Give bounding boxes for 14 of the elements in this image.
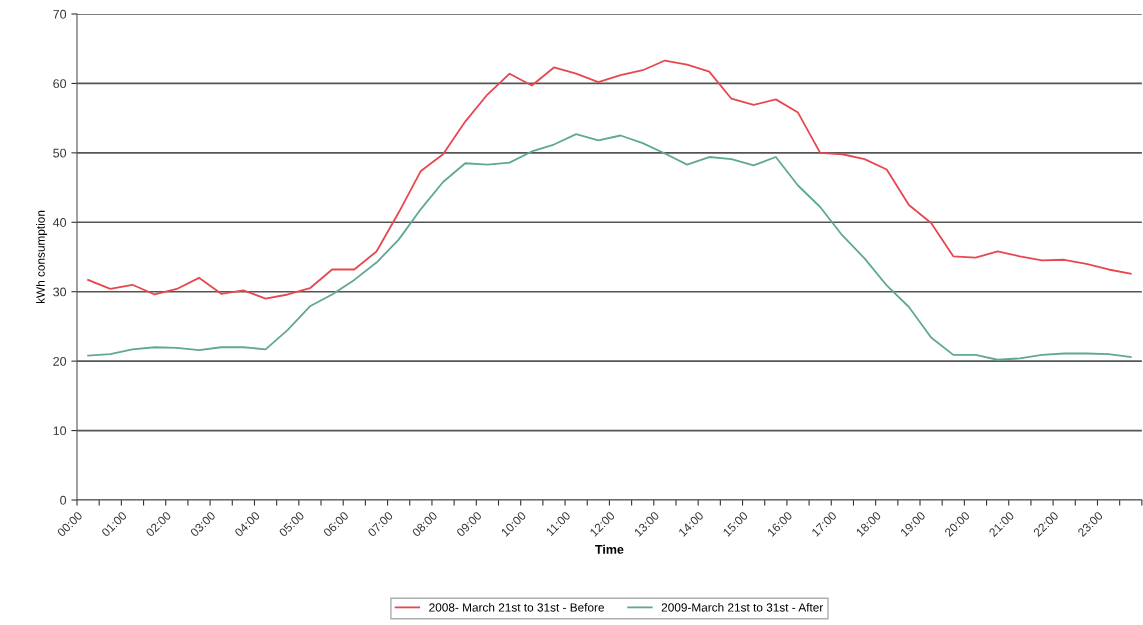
y-tick-label: 20 [53,356,67,366]
legend-label: 2009-March 21st to 31st - After [661,602,824,612]
y-tick-label: 10 [53,426,67,436]
line-series [87,59,1132,300]
y-axis-title: kWh consumption [36,210,48,304]
line-series [87,133,1132,361]
y-tick-label: 30 [53,287,67,297]
y-tick-label: 70 [53,9,67,19]
y-tick-label: 60 [53,79,67,89]
y-tick-label: 0 [60,495,67,505]
x-axis-title: Time [595,544,624,554]
y-tick-label: 50 [53,148,67,158]
legend-label: 2008- March 21st to 31st - Before [429,602,604,612]
y-tick-label: 40 [52,218,67,227]
